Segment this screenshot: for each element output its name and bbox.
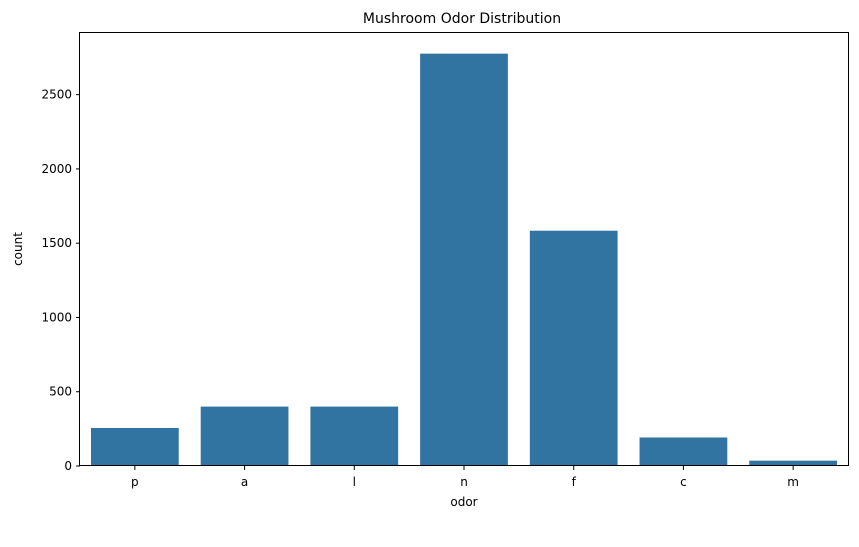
chart-title: Mushroom Odor Distribution	[363, 11, 561, 27]
x-axis-label: odor	[450, 495, 477, 509]
x-tick-label-l: l	[353, 475, 356, 489]
bar-l	[310, 406, 399, 466]
y-tick-label-0: 0	[64, 459, 72, 473]
bar-c	[639, 437, 728, 466]
plot-frame	[79, 32, 849, 466]
x-tick-label-m: m	[787, 475, 799, 489]
y-tick-label-1500: 1500	[41, 236, 72, 250]
y-axis-label: count	[11, 232, 25, 266]
bar-a	[200, 406, 289, 466]
bar-p	[90, 427, 179, 466]
bar-m	[749, 460, 838, 466]
y-tick-label-2500: 2500	[41, 88, 72, 102]
y-tick-label-500: 500	[49, 385, 72, 399]
x-tick-label-n: n	[460, 475, 468, 489]
bar-n	[420, 53, 508, 467]
x-tick-label-f: f	[572, 475, 577, 489]
x-tick-label-c: c	[680, 475, 687, 489]
x-tick-label-p: p	[131, 475, 139, 489]
bars-group	[90, 53, 838, 467]
y-tick-label-2000: 2000	[41, 162, 72, 176]
bar-f	[529, 230, 618, 466]
x-tick-label-a: a	[241, 475, 248, 489]
y-tick-label-1000: 1000	[41, 310, 72, 324]
y-axis: 0 500 1000 1500 2000 2500	[41, 88, 80, 473]
